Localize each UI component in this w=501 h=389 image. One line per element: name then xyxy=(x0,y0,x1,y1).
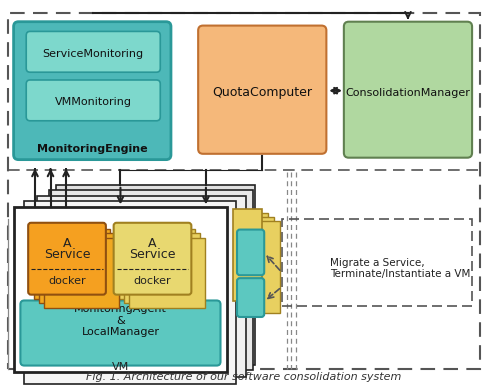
Text: VMMonitoring: VMMonitoring xyxy=(55,97,131,107)
Text: MonitoringAgent
&
LocalManager: MonitoringAgent & LocalManager xyxy=(74,304,166,338)
Bar xyxy=(37,196,245,377)
FancyBboxPatch shape xyxy=(236,278,264,317)
Text: A: A xyxy=(148,237,156,250)
FancyBboxPatch shape xyxy=(113,223,191,294)
Bar xyxy=(56,185,255,364)
Text: A: A xyxy=(63,237,71,250)
Bar xyxy=(49,190,252,370)
Text: docker: docker xyxy=(48,276,86,286)
Text: Service: Service xyxy=(44,248,90,261)
Bar xyxy=(281,219,471,306)
Bar xyxy=(34,229,110,298)
Bar xyxy=(44,238,119,308)
Bar xyxy=(124,233,200,303)
FancyBboxPatch shape xyxy=(343,22,471,158)
Bar xyxy=(119,229,195,298)
Bar xyxy=(14,207,227,372)
FancyBboxPatch shape xyxy=(236,230,264,275)
Text: ConsolidationManager: ConsolidationManager xyxy=(345,88,469,98)
Text: Migrate a Service,
Terminate/Instantiate a VM: Migrate a Service, Terminate/Instantiate… xyxy=(330,258,470,279)
Bar xyxy=(129,238,204,308)
FancyBboxPatch shape xyxy=(26,32,160,72)
Text: Fig. 1. Architecture of our software consolidation system: Fig. 1. Architecture of our software con… xyxy=(86,372,401,382)
Bar xyxy=(39,233,114,303)
Bar xyxy=(244,217,274,309)
Text: QuotaComputer: QuotaComputer xyxy=(212,86,312,99)
Bar xyxy=(232,209,262,301)
Bar xyxy=(24,202,235,384)
Text: Service: Service xyxy=(129,248,175,261)
FancyBboxPatch shape xyxy=(26,80,160,121)
FancyBboxPatch shape xyxy=(198,26,326,154)
FancyBboxPatch shape xyxy=(28,223,106,294)
Text: docker: docker xyxy=(133,276,171,286)
Bar xyxy=(238,213,268,305)
Text: MonitoringEngine: MonitoringEngine xyxy=(37,144,147,154)
Bar xyxy=(250,221,279,313)
FancyBboxPatch shape xyxy=(14,22,171,159)
Text: ServiceMonitoring: ServiceMonitoring xyxy=(43,49,143,59)
Text: VM: VM xyxy=(112,361,129,371)
FancyBboxPatch shape xyxy=(21,300,220,366)
